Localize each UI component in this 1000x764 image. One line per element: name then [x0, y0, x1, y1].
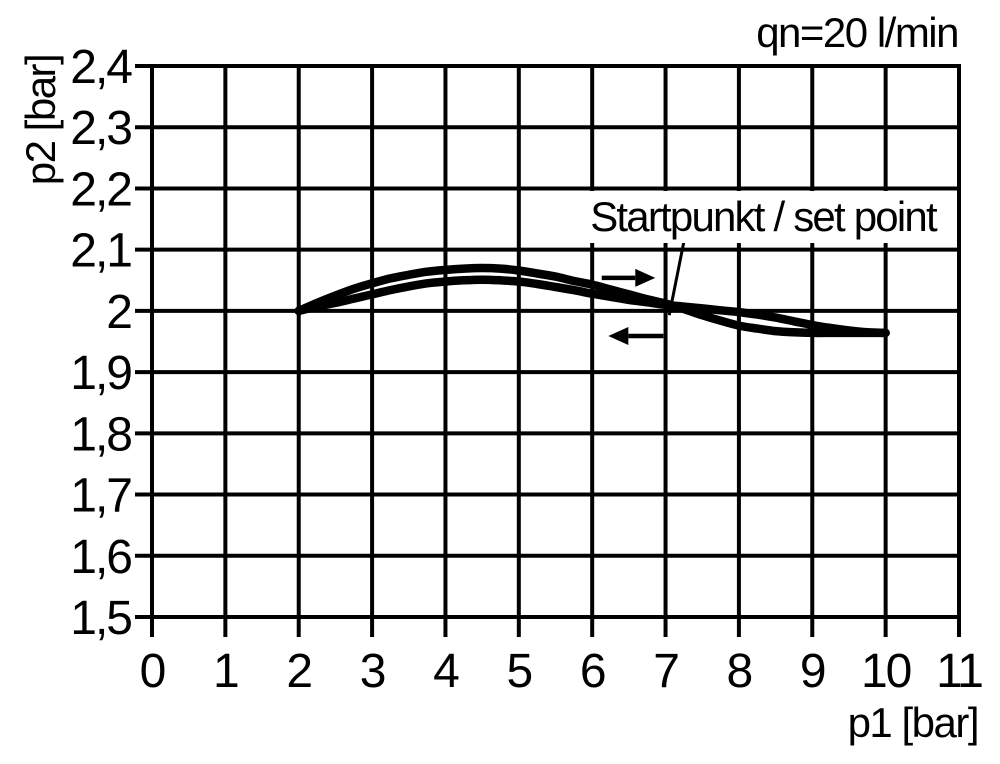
direction-arrow-head-left — [608, 326, 629, 345]
x-tick-label: 0 — [140, 645, 165, 698]
y-tick-label: 1,7 — [70, 470, 131, 523]
set-point-callout-line — [667, 241, 686, 316]
x-tick-label: 8 — [727, 645, 752, 698]
x-tick-label: 5 — [506, 645, 531, 698]
y-tick-label: 1,5 — [70, 592, 131, 645]
x-tick-label: 6 — [580, 645, 605, 698]
x-axis-label: p1 [bar] — [847, 699, 980, 746]
x-tick-label: 7 — [653, 645, 678, 698]
x-tick-label: 1 — [213, 645, 238, 698]
y-tick-label: 2,4 — [70, 41, 132, 94]
y-tick-label: 1,6 — [70, 531, 131, 584]
y-tick-label: 1,9 — [70, 347, 131, 400]
curve-return — [294, 275, 890, 338]
y-tick-label: 2,2 — [70, 163, 131, 216]
x-tick-label: 4 — [433, 645, 459, 698]
x-tick-label: 9 — [800, 645, 825, 698]
y-tick-label: 2,1 — [70, 225, 131, 278]
direction-arrow-head-right — [635, 268, 656, 287]
x-tick-label: 10 — [861, 645, 911, 698]
y-tick-label: 2 — [106, 286, 131, 339]
y-tick-label: 2,3 — [70, 102, 131, 155]
set-point-annotation: Startpunkt / set point — [583, 191, 943, 243]
x-tick-label: 2 — [286, 645, 311, 698]
curve-forward — [294, 263, 890, 338]
y-tick-label: 1,8 — [70, 408, 131, 461]
x-tick-label: 11 — [936, 645, 982, 698]
chart-title: qn=20 l/min — [756, 9, 959, 56]
x-tick-label: 3 — [360, 645, 385, 698]
y-axis-label: p2 [bar] — [17, 54, 64, 186]
